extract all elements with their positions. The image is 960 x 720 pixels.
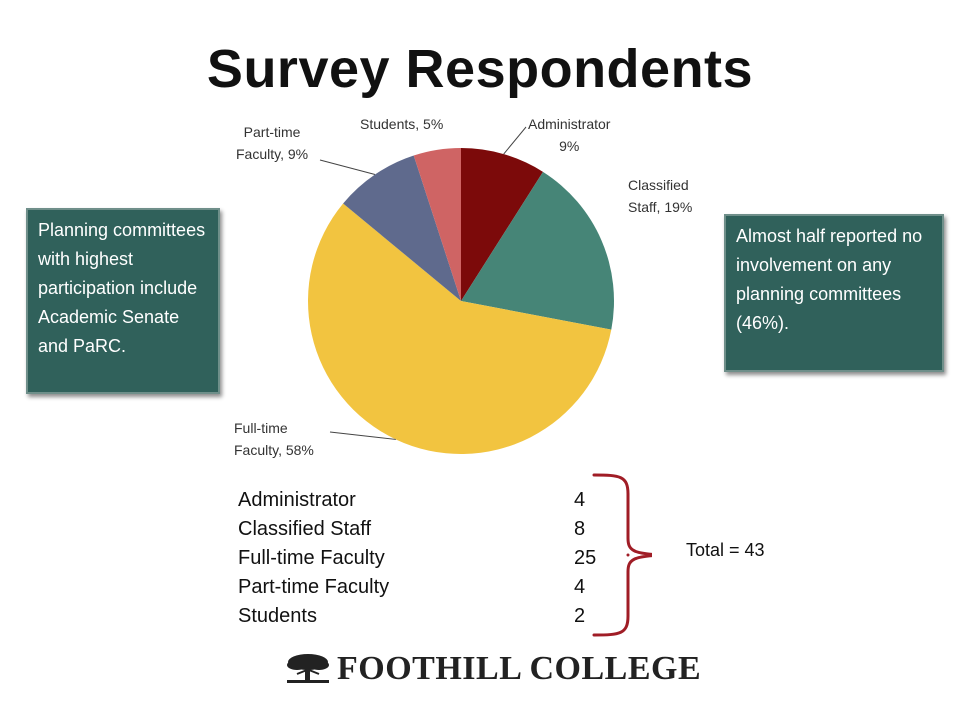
row-name: Classified Staff xyxy=(238,518,372,540)
row-name: Part-time Faculty xyxy=(238,576,390,598)
right-note-box: Almost half reported no involvement on a… xyxy=(724,214,944,372)
row-count: 4 xyxy=(574,576,586,598)
slice-label-administrator: Administrator 9% xyxy=(528,116,611,154)
row-name: Students xyxy=(238,605,317,627)
slice-label-students: Students, 5% xyxy=(360,116,444,132)
pie-slice-classified-staff xyxy=(461,171,615,330)
row-name: Administrator xyxy=(238,489,356,511)
row-count: 25 xyxy=(574,547,597,569)
table-row: Students 2 xyxy=(238,602,596,631)
respondent-table: Administrator 4 Classified Staff 8 Full-ti… xyxy=(238,486,596,631)
left-note-box: Planning committees with highest partici… xyxy=(26,208,220,394)
right-brace xyxy=(592,473,652,637)
leader-line-part-time-faculty xyxy=(319,159,376,175)
pie-slice-administrator xyxy=(461,148,543,301)
pie-slice-part-time-faculty xyxy=(343,155,461,301)
row-count: 2 xyxy=(574,605,586,627)
pie-slice-full-time-faculty xyxy=(308,203,612,454)
leader-line-administrator xyxy=(503,126,527,155)
total-label: Total = 43 xyxy=(686,540,765,560)
row-name: Full-time Faculty xyxy=(238,547,385,569)
slice-label-full-time-faculty: Full-time Faculty, 58% xyxy=(234,420,314,458)
row-count: 4 xyxy=(574,489,586,511)
table-row: Classified Staff 8 xyxy=(238,515,596,544)
foothill-logo: FOOTHILL COLLEGE xyxy=(285,650,701,688)
page-title: Survey Respondents xyxy=(206,39,754,99)
table-row: Full-time Faculty 25 xyxy=(238,544,596,573)
leader-line-full-time-faculty xyxy=(329,431,396,440)
table-row: Part-time Faculty 4 xyxy=(238,573,596,602)
right-note-text: Almost half reported no involvement on a… xyxy=(736,226,923,333)
pie-slice-students xyxy=(413,148,461,301)
tree-icon xyxy=(287,654,329,683)
slice-label-part-time-faculty: Part-time Faculty, 9% xyxy=(236,124,309,162)
table-row: Administrator 4 xyxy=(238,486,596,515)
left-note-text: Planning committees with highest partici… xyxy=(38,220,206,356)
row-count: 8 xyxy=(574,518,586,540)
slice-label-classified-staff: Classified Staff, 19% xyxy=(628,177,693,215)
logo-text: FOOTHILL COLLEGE xyxy=(337,650,702,687)
